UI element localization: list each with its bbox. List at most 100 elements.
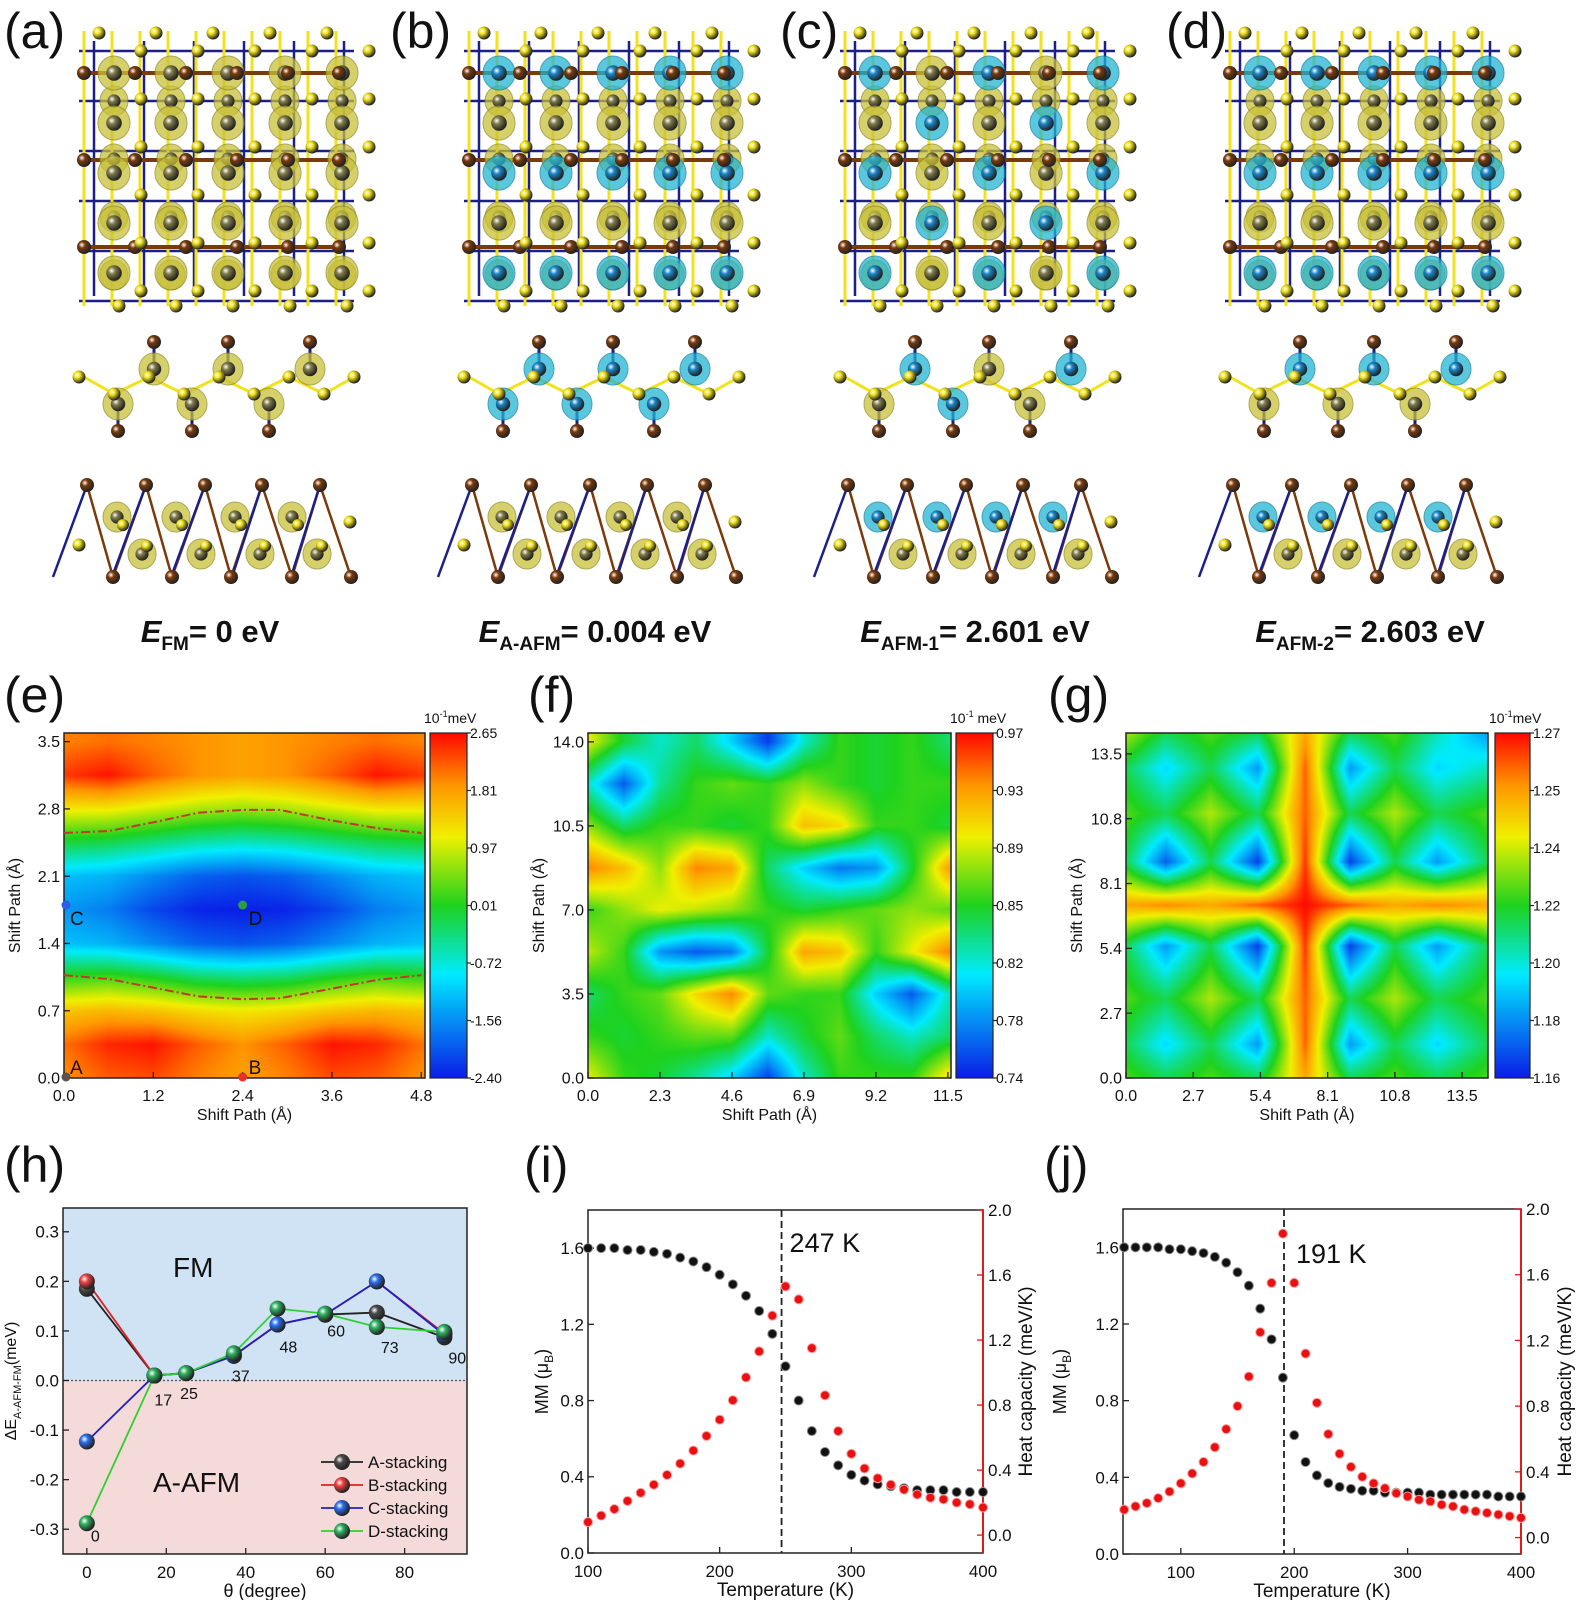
sulfur-atom [305,140,319,154]
sulfur-atom [952,236,966,250]
metal-atom [1095,115,1111,131]
brown-atom [1311,570,1325,584]
colorbar-tick-label: 0.85 [996,898,1023,914]
x-tick-label: 0.0 [1115,1088,1137,1105]
brown-atom [77,66,91,80]
sulfur-atom [930,299,944,313]
sulfur-atom [1066,44,1080,58]
brown-atom [889,153,903,167]
legend-marker [334,1500,350,1516]
bond [1256,484,1294,578]
heat-capacity-point [912,1489,923,1500]
colorbar-tick-label: 1.27 [1533,725,1560,741]
metal-atom [548,65,564,81]
metal-atom [491,265,507,281]
brown-atom [717,66,731,80]
bond [51,484,89,578]
metal-atom [1022,396,1038,412]
y2-tick-label: 0.0 [988,1526,1012,1545]
brown-atom [564,153,578,167]
sulfur-atom [1295,26,1309,40]
metal-atom [719,215,735,231]
magnetic-moment-point [1221,1257,1232,1268]
ylabel-end: ) [532,1349,552,1355]
brown-atom [1293,335,1307,349]
x-tick-label: 80 [395,1563,414,1582]
brown-atom [982,335,996,349]
sulfur-atom [248,236,262,250]
metal-atom [548,115,564,131]
bond [260,484,294,578]
stacking-point-label: B [249,1058,262,1079]
heat-capacity-point [714,1414,725,1425]
brown-atom [198,478,212,492]
brown-atom [1285,478,1299,492]
bond [85,484,115,578]
brown-atom [179,66,193,80]
x-tick-label: 13.5 [1447,1088,1478,1105]
brown-atom [1042,153,1056,167]
y-tick-label: -0.3 [30,1520,59,1539]
heat-capacity-point [1289,1277,1300,1288]
brown-atom [179,153,193,167]
structure-panel-a: EFM= 0 eV [51,26,376,655]
x-tick-label: 200 [1280,1563,1308,1582]
colorbar-f [956,733,993,1078]
top-view [77,26,376,313]
sulfur-atom [747,236,761,250]
brown-atom [1459,478,1473,492]
magnetic-moment-point [767,1328,778,1339]
metal-atom [106,265,122,281]
sulfur-atom [1238,26,1252,40]
bond [645,484,679,578]
sulfur-atom [690,92,704,106]
sulfur-atom [1008,387,1022,401]
brown-atom [303,335,317,349]
sulfur-atom [206,26,220,40]
sulfur-atom [1280,140,1294,154]
bond [169,484,207,578]
metal-atom [106,115,122,131]
top-view [462,26,761,313]
brown-atom [1401,478,1415,492]
metal-atom [867,65,883,81]
metal-atom [220,265,236,281]
heat-capacity-point [622,1495,633,1506]
brown-atom [281,240,295,254]
energy-value: = 0.004 eV [561,614,712,649]
bond [991,484,1025,578]
colorbar-tick-label: 1.20 [1533,955,1560,971]
sulfur-atom [1123,188,1137,202]
legend-label: D-stacking [368,1522,448,1541]
heat-capacity-point [1221,1424,1232,1435]
sulfur-atom [1394,188,1408,202]
heat-capacity-point [899,1484,909,1495]
y-tick-label: 0.4 [1095,1468,1119,1487]
y-axis-label: MM (μB) [1050,1349,1074,1414]
brown-atom [946,424,960,438]
sulfur-atom [1352,26,1366,40]
sulfur-atom [562,387,576,401]
sulfur-atom [340,299,354,313]
panel-label: (i) [524,1137,568,1193]
bond [230,484,264,578]
brown-atom [688,335,702,349]
metal-atom [1448,361,1464,377]
y-tick-label: 8.1 [1100,876,1122,893]
metal-atom [606,94,620,108]
x-axis-label: Shift Path (Å) [197,1105,292,1124]
sulfur-atom [248,44,262,58]
sulfur-atom [1053,519,1065,531]
magnetic-moment-point [1459,1489,1470,1500]
heat-capacity-point [1311,1397,1322,1408]
metal-atom [662,115,678,131]
magnetic-moment-point [714,1269,725,1280]
magnetic-moment-point [1436,1489,1447,1500]
heat-capacity-point [1119,1504,1130,1515]
angle-label: 0 [91,1528,100,1545]
sulfur-atom [1043,370,1057,384]
metal-atom [163,115,179,131]
panel-label: (c) [780,3,838,59]
brown-atom [940,66,954,80]
y-tick-label: 0.7 [38,1003,60,1020]
